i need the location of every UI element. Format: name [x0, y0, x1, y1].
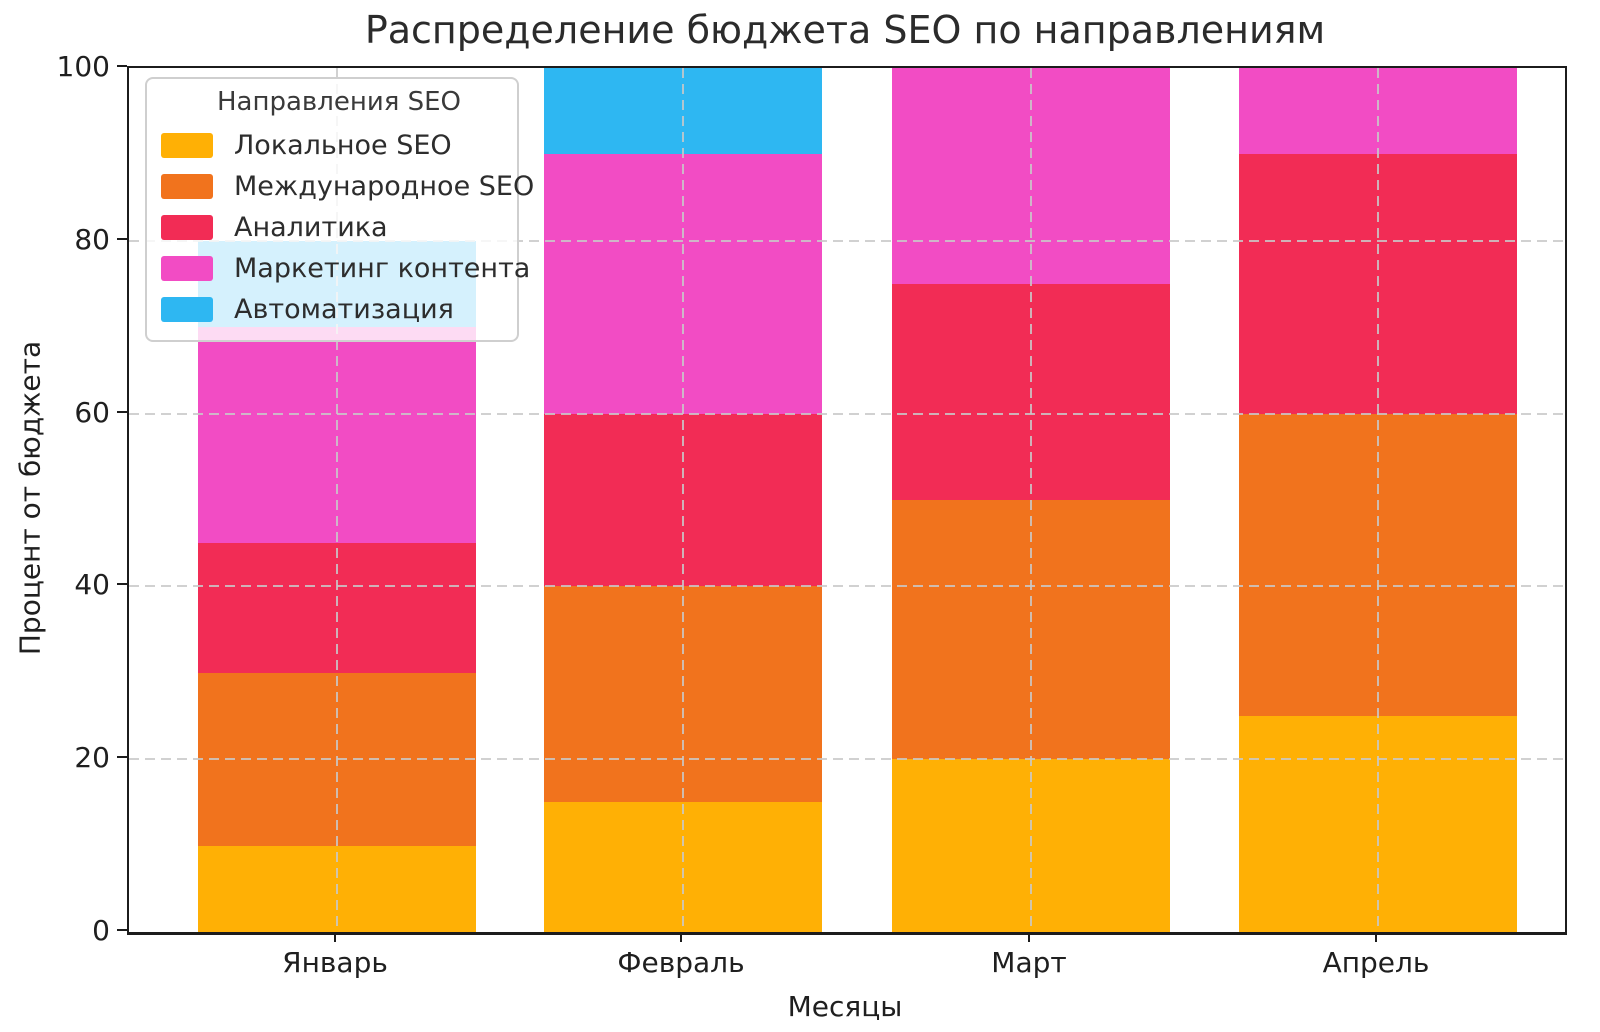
chart-title: Распределение бюджета SEO по направления… — [364, 8, 1326, 52]
legend: Направления SEO Локальное SEO Международн… — [145, 77, 534, 342]
gridline-vertical — [1030, 68, 1032, 932]
y-tick-mark — [117, 756, 127, 759]
x-tick-label: Март — [991, 946, 1067, 979]
gridline-vertical — [1377, 68, 1379, 932]
y-tick-label: 100 — [56, 50, 110, 83]
legend-item: Международное SEO — [161, 166, 534, 207]
y-axis-label: Процент от бюджета — [13, 340, 47, 656]
gridline-horizontal — [129, 758, 1565, 761]
y-tick-mark — [117, 929, 127, 931]
y-tick-label: 0 — [92, 914, 110, 947]
legend-swatch — [161, 297, 213, 322]
x-tick-label: Февраль — [617, 946, 745, 979]
y-tick-label: 20 — [74, 741, 110, 775]
x-tick-label: Апрель — [1322, 946, 1430, 979]
gridline-vertical — [336, 68, 338, 932]
legend-item-label: Автоматизация — [234, 294, 454, 325]
y-tick-label: 40 — [74, 568, 110, 602]
legend-item: Аналитика — [161, 207, 517, 248]
x-tick-mark — [334, 933, 336, 942]
legend-swatch — [161, 133, 213, 158]
x-tick-mark — [1375, 933, 1377, 942]
plot-area: Направления SEO Локальное SEO Международн… — [127, 66, 1567, 935]
legend-swatch — [161, 174, 213, 199]
y-tick-mark — [117, 583, 127, 586]
gridline-horizontal — [129, 585, 1565, 588]
y-tick-label: 80 — [74, 222, 110, 256]
gridline-horizontal — [129, 412, 1565, 415]
legend-item-label: Маркетинг контента — [234, 253, 531, 284]
legend-item-label: Международное SEO — [234, 171, 535, 202]
y-tick-mark — [117, 237, 127, 240]
legend-item-label: Локальное SEO — [234, 130, 452, 161]
x-axis-label: Месяцы — [787, 990, 903, 1023]
x-tick-mark — [1028, 933, 1030, 942]
legend-swatch — [161, 215, 213, 240]
y-tick-mark — [117, 410, 127, 413]
x-tick-label: Январь — [282, 946, 388, 979]
gridline-horizontal — [129, 239, 1565, 242]
gridline-vertical — [682, 68, 684, 932]
legend-swatch — [161, 256, 213, 281]
y-tick-mark — [117, 65, 127, 67]
legend-title: Направления SEO — [216, 87, 462, 117]
y-tick-label: 60 — [74, 395, 110, 429]
legend-item: Локальное SEO — [161, 125, 517, 166]
legend-item: Автоматизация — [161, 289, 517, 330]
legend-item: Маркетинг контента — [161, 248, 530, 289]
legend-item-label: Аналитика — [234, 212, 388, 243]
x-tick-mark — [680, 933, 682, 942]
